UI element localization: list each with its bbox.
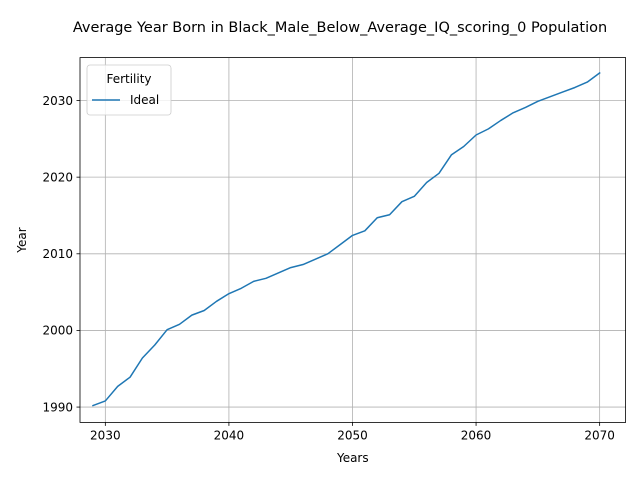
y-tick-label: 2010 (42, 247, 73, 261)
x-tick-label: 2030 (90, 428, 121, 442)
y-tick-label: 2020 (42, 170, 73, 184)
legend-title: Fertility (106, 72, 151, 86)
legend-label-ideal: Ideal (130, 93, 159, 107)
x-tick-label: 2050 (337, 428, 368, 442)
y-tick-label: 2030 (42, 94, 73, 108)
y-axis-label: Year (15, 227, 29, 253)
x-axis-label: Years (336, 451, 369, 465)
x-tick-label: 2060 (461, 428, 492, 442)
x-tick-label: 2040 (214, 428, 245, 442)
y-tick-label: 1990 (42, 400, 73, 414)
y-tick-label: 2000 (42, 324, 73, 338)
x-axis: 2030 2040 2050 2060 2070 (90, 422, 615, 442)
chart-title: Average Year Born in Black_Male_Below_Av… (73, 20, 607, 36)
series-layer (92, 71, 601, 407)
y-axis: 1990 2000 2010 2020 2030 (42, 94, 80, 414)
series-line-ideal (92, 71, 601, 407)
legend-box (86, 64, 172, 116)
grid (80, 57, 626, 423)
x-tick-label: 2070 (584, 428, 615, 442)
legend: Fertility Ideal (86, 64, 172, 116)
